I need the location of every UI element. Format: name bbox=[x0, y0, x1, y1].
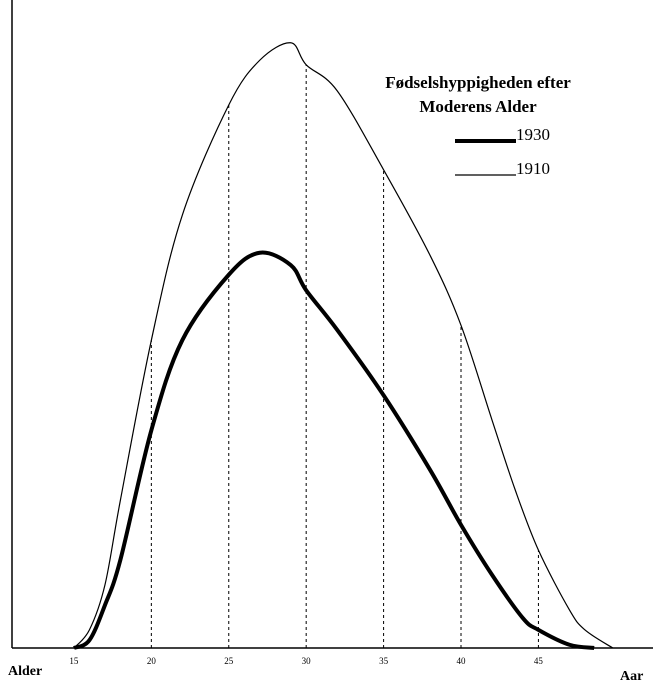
x-tick-label: 30 bbox=[302, 656, 312, 666]
chart-title: Moderens Alder bbox=[419, 97, 537, 116]
x-tick-label: 15 bbox=[69, 656, 79, 666]
line bbox=[73, 250, 595, 650]
x-axis-label: Aar bbox=[620, 669, 643, 683]
x-tick-label: 45 bbox=[534, 656, 544, 666]
x-tick-label: 25 bbox=[224, 656, 234, 666]
legend-label: 1930 bbox=[516, 125, 550, 144]
x-tick-label: 40 bbox=[457, 656, 467, 666]
x-tick-label: 20 bbox=[147, 656, 157, 666]
chart-title: Fødselshyppigheden efter bbox=[385, 73, 571, 92]
legend-label: 1910 bbox=[516, 159, 550, 178]
line bbox=[73, 42, 614, 649]
x-tick-label: 35 bbox=[379, 656, 389, 666]
x-axis-label: Alder bbox=[8, 664, 42, 679]
